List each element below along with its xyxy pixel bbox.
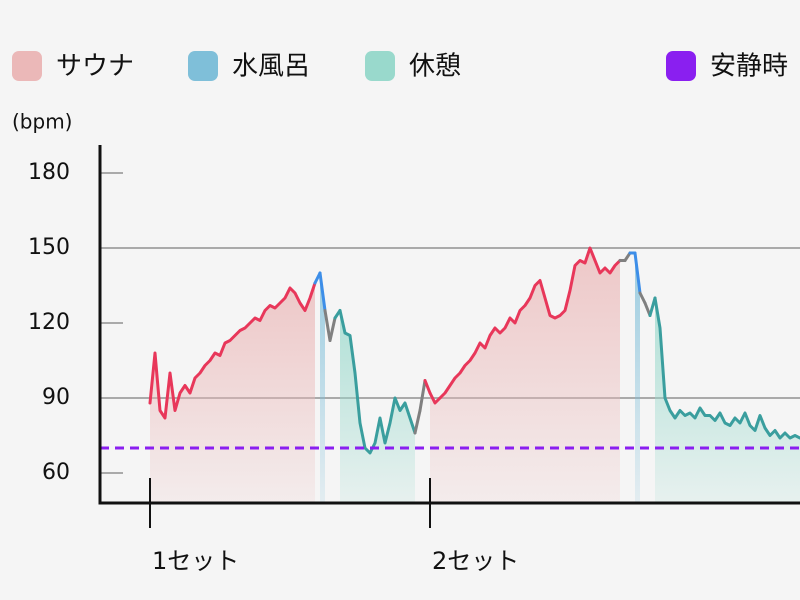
area-fill xyxy=(340,310,415,503)
area-fill xyxy=(320,273,325,503)
set-label: 2セット xyxy=(432,547,519,575)
connector xyxy=(323,309,332,342)
connector xyxy=(413,409,422,435)
heart-rate-line xyxy=(338,309,417,455)
heart-rate-line xyxy=(418,379,427,412)
area-fill xyxy=(430,248,620,503)
heart-rate-line xyxy=(328,316,337,342)
legend-swatch xyxy=(666,51,696,81)
legend-swatch xyxy=(188,51,218,81)
connector xyxy=(423,379,432,395)
legend-label: サウナ xyxy=(56,52,134,82)
y-tick-label: 90 xyxy=(42,385,70,410)
legend-label: 安静時 xyxy=(710,52,788,82)
legend-label: 水風呂 xyxy=(232,52,310,82)
area-fill xyxy=(635,253,640,503)
legend-label: 休憩 xyxy=(409,52,461,82)
area-fill xyxy=(150,283,315,503)
heart-rate-line xyxy=(623,251,632,262)
heart-rate-line xyxy=(318,271,327,312)
legend-swatch xyxy=(12,51,42,81)
y-tick-label: 180 xyxy=(28,160,70,185)
connector xyxy=(638,291,647,305)
legend-swatch xyxy=(365,51,395,81)
heart-rate-line xyxy=(633,251,642,295)
set-label: 1セット xyxy=(152,547,239,575)
area-fill xyxy=(655,298,800,503)
heart-rate-line xyxy=(148,281,317,420)
heart-rate-line xyxy=(428,246,622,405)
heart-rate-line xyxy=(653,296,800,440)
y-axis-label: (bpm) xyxy=(12,110,72,134)
y-tick-label: 150 xyxy=(28,235,70,260)
y-tick-label: 60 xyxy=(42,460,70,485)
y-tick-label: 120 xyxy=(28,310,70,335)
